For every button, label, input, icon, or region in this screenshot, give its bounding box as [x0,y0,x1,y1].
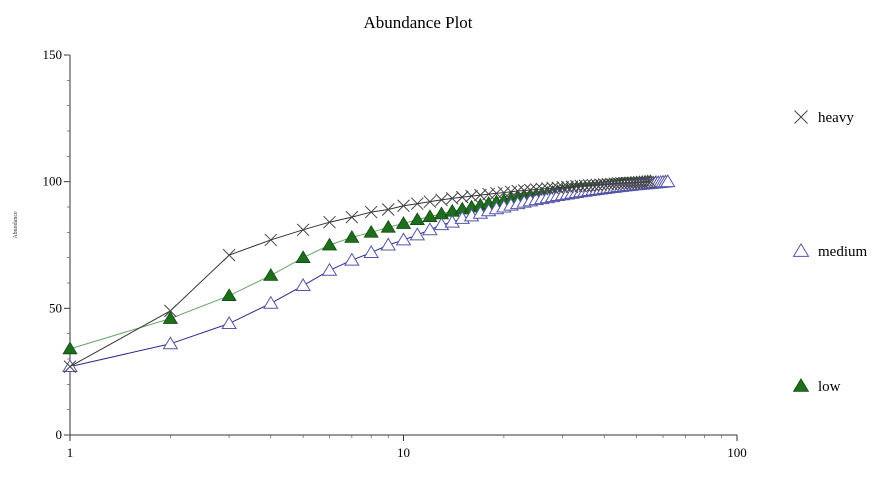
low-marker [380,219,396,233]
legend-item-heavy: heavy [794,110,854,126]
y-tick-label: 0 [56,427,63,442]
y-tick-label: 100 [43,174,63,189]
heavy-marker [323,215,336,229]
medium-marker [221,315,237,329]
medium-marker [363,245,379,259]
y-axis-label: Abundance [13,211,19,239]
low-marker [344,230,360,243]
heavy-marker [435,193,448,207]
low-marker [295,250,311,264]
heavy-marker [264,233,278,247]
x-tick-label: 100 [727,445,747,460]
medium-marker [444,214,461,228]
heavy-marker [638,175,652,189]
axes: 0 50 100 150 1 10 100 [43,47,747,460]
heavy-marker [410,197,424,211]
legend-item-low: low [792,378,841,395]
heavy-marker [535,182,549,196]
low-marker [263,268,279,281]
heavy-marker [608,177,622,191]
heavy-marker [222,248,236,262]
heavy-marker [641,175,655,189]
heavy-marker [618,176,631,190]
series-heavy-line [69,181,651,368]
heavy-marker [551,181,565,195]
low-marker [363,224,379,238]
heavy-marker [296,223,310,237]
heavy-marker [164,304,177,318]
heavy-marker [511,184,525,198]
heavy-marker [546,181,559,195]
low-marker [422,209,438,222]
heavy-marker [605,177,618,191]
low-marker [221,288,237,302]
medium-marker [321,262,338,276]
legend: heavy medium low [792,110,867,395]
legend-label-heavy: heavy [818,110,854,126]
medium-marker [792,242,810,257]
legend-label-low: low [818,379,841,395]
heavy-marker [63,360,77,373]
heavy-marker [381,203,395,216]
heavy-marker [423,195,437,209]
medium-marker [344,252,360,266]
heavy-marker [474,188,487,202]
low-marker [162,311,178,324]
medium-marker [659,174,676,188]
series-low-line [69,181,651,350]
low-marker [321,237,338,251]
heavy-marker [397,199,410,213]
low-marker [792,378,810,392]
low-marker [62,341,78,355]
series-heavy [63,175,657,373]
medium-marker [295,277,311,291]
medium-marker [62,359,78,373]
medium-marker [433,217,450,231]
x-tick-label: 10 [397,445,410,460]
medium-marker [380,237,397,251]
y-tick-label: 50 [49,300,62,315]
legend-label-medium: medium [818,244,867,260]
heavy-marker [556,180,569,194]
x-tick-label: 1 [67,445,74,460]
heavy-marker [523,183,537,197]
medium-marker [409,227,426,241]
heavy-marker [445,192,459,205]
series-low [62,174,659,355]
y-tick-label: 150 [43,47,63,62]
medium-marker [162,336,179,350]
heavy-marker [614,176,628,190]
chart-title: Abundance Plot [363,13,472,32]
heavy-marker [794,110,808,124]
heavy-marker [364,205,378,219]
heavy-marker [541,182,554,195]
low-marker [409,212,425,226]
heavy-marker [611,177,625,190]
heavy-marker [529,183,543,196]
medium-marker [263,295,279,309]
heavy-marker [345,210,359,224]
medium-marker [422,222,438,236]
heavy-marker [644,175,657,189]
heavy-marker [517,184,531,197]
medium-marker [395,232,412,246]
low-marker [395,216,412,229]
legend-item-medium: medium [792,242,867,260]
series-layer [62,174,676,373]
series-medium [62,174,676,373]
